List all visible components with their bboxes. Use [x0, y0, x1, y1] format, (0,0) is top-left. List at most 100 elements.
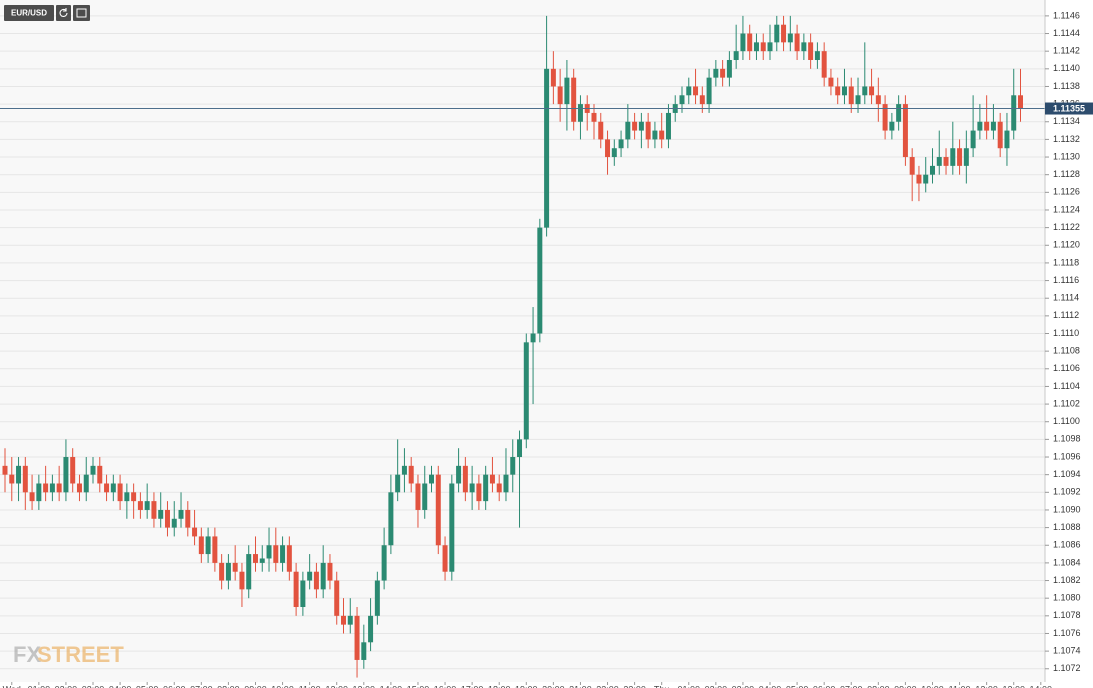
candle-body — [449, 483, 455, 572]
candle-body — [36, 483, 42, 502]
x-tick-label: 01:00 — [678, 684, 701, 688]
y-tick-label: 1.1078 — [1053, 610, 1081, 620]
x-tick-label: 04:00 — [109, 684, 132, 688]
x-tick-label: 21:00 — [569, 684, 592, 688]
candle-body — [841, 86, 847, 96]
x-tick-label: 11:00 — [299, 684, 321, 688]
candle-body — [896, 104, 902, 122]
y-tick-label: 1.1092 — [1053, 487, 1081, 497]
x-tick-label: 13:00 — [353, 684, 376, 688]
y-tick-label: 1.1082 — [1053, 575, 1081, 585]
candle-body — [869, 86, 875, 96]
candle-body — [598, 121, 604, 140]
candle-body — [611, 148, 617, 158]
watermark-fx: FX — [13, 642, 41, 667]
candle-body — [997, 121, 1003, 149]
candle-body — [280, 545, 286, 563]
candle-body — [341, 615, 346, 625]
x-tick-label: 20:00 — [542, 684, 565, 688]
candle-body — [131, 492, 137, 502]
x-tick-label: 06:00 — [163, 684, 186, 688]
candle-body — [984, 121, 990, 131]
candle-body — [977, 121, 983, 131]
calendar-button[interactable] — [73, 5, 90, 21]
candle-body — [442, 545, 448, 572]
axis-background — [1045, 0, 1093, 688]
candle-body — [307, 571, 313, 581]
candle-body — [239, 571, 245, 590]
candle-body — [429, 474, 435, 484]
candle-body — [144, 501, 150, 510]
candle-body — [1004, 130, 1010, 149]
symbol-button[interactable] — [4, 5, 54, 21]
candle-body — [970, 130, 976, 149]
x-tick-label: 10:00 — [271, 684, 294, 688]
refresh-button[interactable] — [56, 5, 71, 21]
symbol-label: EUR/USD — [11, 9, 47, 18]
x-tick-label: 07:00 — [840, 684, 863, 688]
candle-body — [151, 501, 157, 519]
x-tick-label: 02:00 — [55, 684, 78, 688]
y-tick-label: 1.1110 — [1053, 328, 1079, 338]
candle-body — [950, 148, 956, 166]
watermark: FX STREET — [13, 642, 124, 667]
candle-body — [916, 174, 922, 184]
candle-body — [679, 95, 685, 105]
candle-body — [963, 148, 969, 166]
y-tick-label: 1.1100 — [1053, 416, 1080, 426]
candle-body — [747, 33, 753, 52]
y-tick-label: 1.1120 — [1053, 240, 1080, 250]
candle-body — [530, 333, 536, 343]
candle-body — [76, 483, 82, 493]
candle-body — [354, 615, 360, 660]
candle-body — [645, 121, 651, 140]
refresh-icon — [59, 8, 68, 17]
x-tick-label: 08:00 — [217, 684, 240, 688]
candle-body — [706, 77, 712, 105]
x-tick-label: 11:00 — [949, 684, 971, 688]
watermark-street: STREET — [37, 642, 124, 667]
candle-body — [401, 465, 407, 475]
x-tick-label: 13:00 — [1002, 684, 1025, 688]
candle-body — [49, 483, 55, 493]
candle-body — [252, 554, 258, 563]
candle-body — [699, 95, 705, 105]
candle-body — [733, 51, 739, 60]
candle-body — [923, 174, 929, 184]
candle-body — [665, 112, 671, 140]
candle-body — [848, 86, 854, 105]
plot-background — [0, 0, 1045, 682]
y-tick-label: 1.1096 — [1053, 451, 1081, 461]
candle-body — [90, 465, 96, 475]
candle-body — [821, 51, 827, 78]
candle-body — [605, 139, 611, 158]
candle-body — [632, 121, 638, 131]
candle-body — [591, 112, 597, 122]
candle-body — [374, 580, 380, 616]
y-tick-label: 1.1094 — [1053, 469, 1081, 479]
candle-body — [808, 42, 814, 60]
x-tick-label: 08:00 — [867, 684, 890, 688]
candle-body — [483, 474, 489, 502]
x-tick-label: 06:00 — [813, 684, 836, 688]
candle-body — [408, 465, 414, 484]
candle-body — [774, 24, 780, 43]
candle-body — [110, 483, 116, 493]
candle-body — [517, 439, 523, 458]
y-tick-label: 1.1118 — [1053, 257, 1079, 267]
candle-body — [158, 509, 164, 519]
y-tick-label: 1.1104 — [1053, 381, 1080, 391]
x-tick-label: 18:00 — [488, 684, 511, 688]
candle-body — [422, 483, 428, 510]
candle-body — [990, 121, 996, 131]
x-tick-label: 02:00 — [705, 684, 728, 688]
candle-body — [97, 465, 103, 484]
candle-body — [618, 139, 624, 149]
candle-body — [693, 86, 699, 96]
candle-body — [753, 42, 759, 52]
candle-body — [1018, 95, 1023, 109]
candle-body — [205, 536, 211, 555]
x-tick-label: 09:00 — [894, 684, 917, 688]
